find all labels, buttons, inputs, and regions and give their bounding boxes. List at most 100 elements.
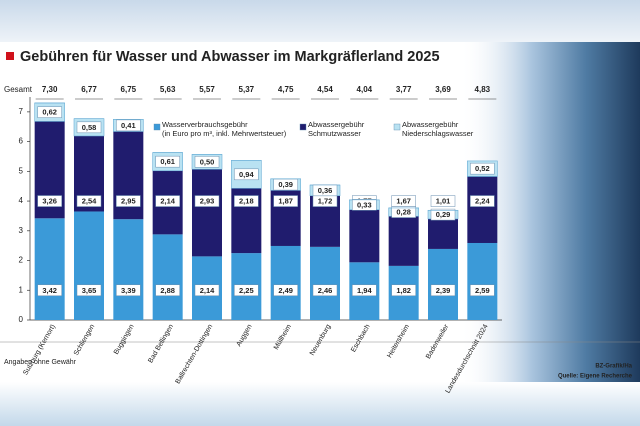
value-label: 3,26: [42, 197, 57, 206]
value-label: 2,93: [200, 197, 215, 206]
value-label: 1,01: [436, 197, 451, 206]
label-box: [116, 195, 141, 207]
y-tick-label: 7: [19, 107, 24, 116]
value-label: 1,72: [318, 197, 333, 206]
legend-label: Abwassergebühr Schmutzwasser: [308, 120, 365, 138]
total-label: 3,77: [396, 85, 412, 94]
legend-swatch: [153, 123, 161, 131]
label-box: [76, 284, 102, 297]
value-label: 3,42: [42, 286, 57, 295]
value-label: 2,46: [318, 286, 333, 295]
bar-segment: [467, 176, 498, 243]
value-label: 1,87: [278, 197, 293, 206]
title-marker: [6, 52, 14, 60]
label-box: [312, 284, 338, 297]
label-box: [194, 284, 220, 297]
value-label: 2,49: [278, 286, 293, 295]
bar-segment: [34, 218, 65, 320]
label-box: [116, 284, 141, 297]
bar-segment: [467, 242, 498, 320]
footer-band: [0, 382, 640, 426]
value-label: 0,41: [121, 121, 136, 130]
bar-segment: [270, 245, 301, 320]
label-box: [155, 284, 180, 297]
value-label: 2,24: [475, 197, 490, 206]
label-box: [430, 208, 456, 221]
total-label: 5,37: [239, 85, 255, 94]
note: Angaben ohne Gewähr: [4, 359, 77, 366]
legend-note: (in Euro pro m³, inkl. Mehrwertsteuer): [162, 129, 287, 138]
value-label: 0,33: [357, 200, 372, 209]
bar-segment: [192, 169, 222, 257]
legend-swatch: [299, 123, 307, 131]
value-label: 0,94: [239, 170, 254, 179]
total-label: 6,75: [121, 85, 137, 94]
label-box: [470, 284, 495, 297]
label-box: [37, 195, 62, 207]
y-tick-label: 0: [19, 315, 24, 324]
totals-label: Gesamt: [4, 85, 33, 94]
label-box: [430, 284, 456, 297]
legend-entry: Abwassergebühr Schmutzwasser: [308, 120, 378, 138]
total-label: 4,75: [278, 85, 294, 94]
bar-segment: [349, 209, 380, 263]
value-label: 3,65: [82, 286, 97, 295]
value-label: 0,52: [475, 164, 490, 173]
total-label: 7,30: [42, 85, 58, 94]
value-label: 2,25: [239, 286, 254, 295]
value-label: 2,59: [475, 286, 490, 295]
label-box: [391, 206, 416, 218]
label-box: [273, 195, 298, 207]
total-label: 4,54: [317, 85, 333, 94]
label-box: [194, 156, 220, 168]
label-box: [273, 284, 298, 297]
total-label: 5,63: [160, 85, 176, 94]
value-label: 0,62: [42, 108, 57, 117]
y-tick-label: 3: [19, 226, 24, 235]
label-box: [470, 195, 495, 207]
total-label: 3,69: [435, 85, 451, 94]
label-box: [430, 195, 456, 207]
value-label: 0,61: [160, 157, 175, 166]
value-label: 0,29: [436, 210, 451, 219]
y-tick-label: 6: [19, 137, 24, 146]
legend-swatch: [393, 123, 401, 131]
total-label: 6,77: [81, 85, 97, 94]
value-label: 1,67: [396, 197, 411, 206]
header-band: [0, 0, 640, 42]
label-box: [391, 284, 416, 297]
label-box: [76, 121, 102, 134]
label-box: [37, 106, 62, 118]
value-label: 1,94: [357, 286, 372, 295]
label-box: [194, 195, 220, 207]
label-box: [37, 284, 62, 297]
label-box: [116, 119, 141, 132]
y-tick-label: 2: [19, 256, 24, 265]
label-box: [352, 284, 377, 297]
label-box: [155, 155, 180, 168]
value-label: 0,28: [396, 208, 411, 217]
value-label: 0,36: [318, 186, 333, 195]
value-label: 2,14: [200, 286, 215, 295]
bar-segment: [310, 246, 340, 320]
total-label: 4,83: [475, 85, 491, 94]
value-label: 2,54: [82, 197, 97, 206]
y-tick-label: 5: [19, 166, 24, 175]
value-label: 1,82: [396, 286, 411, 295]
bar-segment: [388, 216, 419, 266]
bar-segment: [428, 248, 458, 320]
value-label: 2,88: [160, 286, 175, 295]
bar-segment: [74, 211, 104, 320]
legend-label: Wasserverbrauchsgebühr: [162, 120, 248, 129]
value-label: 0,58: [82, 123, 97, 132]
legend-entry: Abwassergebühr Niederschlagswasser: [402, 120, 482, 138]
total-label: 4,04: [357, 85, 373, 94]
credit: BZ-Grafik/Ha: [595, 364, 632, 370]
label-box: [470, 162, 495, 175]
legend-label: Abwassergebühr Niederschlagswasser: [402, 120, 474, 138]
legend-entry: Wasserverbrauchsgebühr (in Euro pro m³, i…: [162, 120, 297, 138]
label-box: [352, 199, 377, 211]
bar-segment: [428, 218, 458, 249]
